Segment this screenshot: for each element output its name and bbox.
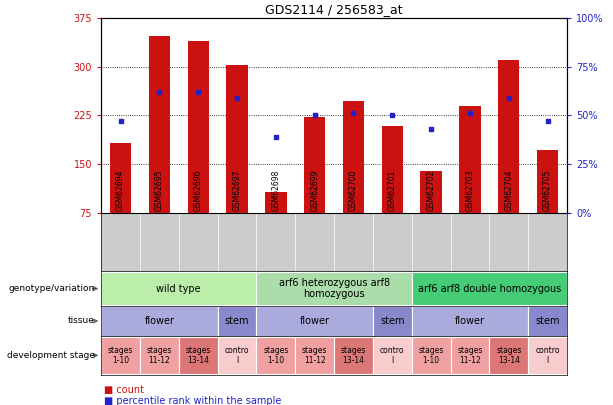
Bar <box>537 150 558 213</box>
Text: stages
1-10: stages 1-10 <box>108 346 133 365</box>
Bar <box>256 307 373 335</box>
Bar <box>179 337 218 374</box>
Bar <box>188 41 209 213</box>
Text: flower: flower <box>455 316 485 326</box>
Bar <box>149 36 170 213</box>
Bar <box>218 337 256 374</box>
Text: tissue: tissue <box>68 316 95 326</box>
Bar <box>412 337 451 374</box>
Bar <box>295 337 334 374</box>
Text: ■ count: ■ count <box>104 385 144 395</box>
Bar <box>226 65 248 213</box>
Bar <box>459 106 481 213</box>
Bar <box>373 307 412 335</box>
Text: stem: stem <box>380 316 405 326</box>
Bar <box>101 337 140 374</box>
Text: stages
13-14: stages 13-14 <box>341 346 366 365</box>
Text: contro
l: contro l <box>535 346 560 365</box>
Bar <box>101 307 218 335</box>
Bar <box>256 272 412 305</box>
Text: contro
l: contro l <box>225 346 249 365</box>
Bar <box>421 171 442 213</box>
Text: ■ percentile rank within the sample: ■ percentile rank within the sample <box>104 396 281 405</box>
Text: stages
11-12: stages 11-12 <box>147 346 172 365</box>
Text: development stage: development stage <box>7 351 95 360</box>
Bar <box>256 337 295 374</box>
Text: flower: flower <box>300 316 330 326</box>
Text: wild type: wild type <box>156 284 201 294</box>
Bar <box>304 117 326 213</box>
Bar <box>412 307 528 335</box>
Bar <box>218 307 256 335</box>
Bar <box>265 192 286 213</box>
Text: stages
13-14: stages 13-14 <box>496 346 522 365</box>
Text: stages
1-10: stages 1-10 <box>419 346 444 365</box>
Bar <box>451 337 489 374</box>
Bar <box>373 337 412 374</box>
Text: flower: flower <box>145 316 174 326</box>
Bar <box>412 272 567 305</box>
Text: stages
1-10: stages 1-10 <box>263 346 289 365</box>
Bar <box>343 100 364 213</box>
Text: contro
l: contro l <box>380 346 405 365</box>
Text: stem: stem <box>225 316 249 326</box>
Bar <box>528 307 567 335</box>
Text: stages
13-14: stages 13-14 <box>186 346 211 365</box>
Bar <box>382 126 403 213</box>
Bar <box>498 60 519 213</box>
Text: arf6 arf8 double homozygous: arf6 arf8 double homozygous <box>417 284 561 294</box>
Text: genotype/variation: genotype/variation <box>9 284 95 293</box>
Text: stages
11-12: stages 11-12 <box>302 346 327 365</box>
Text: arf6 heterozygous arf8
homozygous: arf6 heterozygous arf8 homozygous <box>278 278 390 299</box>
Title: GDS2114 / 256583_at: GDS2114 / 256583_at <box>265 3 403 16</box>
Bar <box>101 272 256 305</box>
Bar <box>528 337 567 374</box>
Bar <box>334 337 373 374</box>
Text: stages
11-12: stages 11-12 <box>457 346 482 365</box>
Bar <box>140 337 179 374</box>
Text: stem: stem <box>535 316 560 326</box>
Bar <box>489 337 528 374</box>
Bar <box>110 143 131 213</box>
